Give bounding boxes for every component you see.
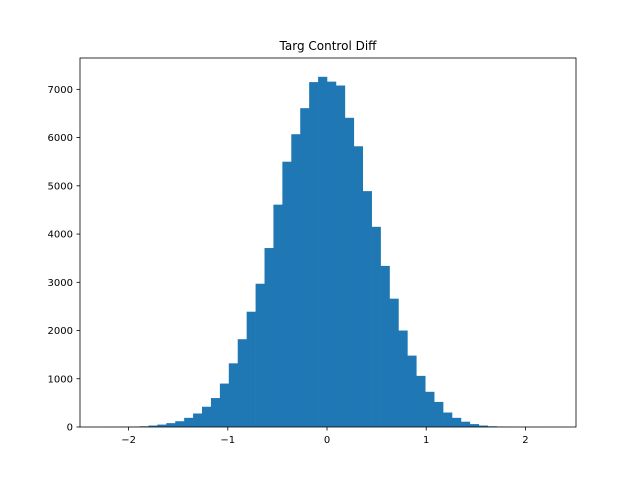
histogram-bars <box>103 76 551 428</box>
histogram-bar <box>460 421 471 427</box>
histogram-bar <box>210 398 221 427</box>
y-tick-label: 5000 <box>48 181 73 192</box>
histogram-bar <box>318 76 328 427</box>
histogram-bar <box>335 85 346 428</box>
histogram-bar <box>219 383 230 427</box>
histogram-bar <box>371 226 381 427</box>
x-tick-label: 1 <box>423 435 429 446</box>
histogram-bar <box>389 298 399 427</box>
histogram-bar <box>425 391 435 427</box>
histogram-bar <box>202 406 212 427</box>
histogram-bar <box>175 421 185 427</box>
y-axis-ticks: 0 1000 2000 3000 4000 5000 6000 7000 <box>48 85 80 434</box>
histogram-bar <box>353 146 364 428</box>
histogram-bar <box>282 161 292 428</box>
histogram-bar <box>380 265 390 427</box>
x-tick-label: 2 <box>522 435 528 446</box>
histogram-bar <box>452 417 462 427</box>
histogram-bar <box>398 330 408 427</box>
histogram-bar <box>237 339 247 427</box>
histogram-bar <box>228 363 239 427</box>
histogram-bar <box>407 355 417 427</box>
chart-title: Targ Control Diff <box>279 39 378 53</box>
histogram-bar <box>246 311 256 427</box>
y-tick-label: 6000 <box>48 133 73 144</box>
y-tick-label: 3000 <box>48 278 73 289</box>
histogram-bar <box>148 425 158 427</box>
x-axis-ticks: −2 −1 0 1 2 <box>121 427 529 446</box>
histogram-bar <box>273 204 283 427</box>
histogram-bar <box>166 423 176 427</box>
histogram-bar <box>184 417 194 427</box>
histogram-bar <box>344 117 355 427</box>
histogram-bar <box>327 81 337 428</box>
y-tick-label: 7000 <box>48 85 73 96</box>
histogram-bar <box>264 248 274 427</box>
histogram-bar <box>309 82 319 427</box>
histogram-bar <box>291 134 301 427</box>
histogram-bar <box>157 424 167 427</box>
y-tick-label: 4000 <box>48 230 73 241</box>
histogram-bar <box>193 413 203 427</box>
histogram-bar <box>443 412 453 427</box>
histogram-bar <box>434 401 444 427</box>
histogram-bar <box>416 375 426 427</box>
x-tick-label: −1 <box>220 435 235 446</box>
histogram-bar <box>469 424 480 427</box>
y-tick-label: 2000 <box>48 326 73 337</box>
histogram-bar <box>255 283 265 427</box>
histogram-bar <box>300 108 310 427</box>
x-tick-label: 0 <box>324 435 330 446</box>
x-tick-label: −2 <box>121 435 136 446</box>
plot-frame <box>79 57 577 428</box>
y-tick-label: 1000 <box>48 374 73 385</box>
y-tick-label: 0 <box>67 423 73 434</box>
histogram-bar <box>362 191 372 427</box>
histogram-bar <box>478 425 489 427</box>
